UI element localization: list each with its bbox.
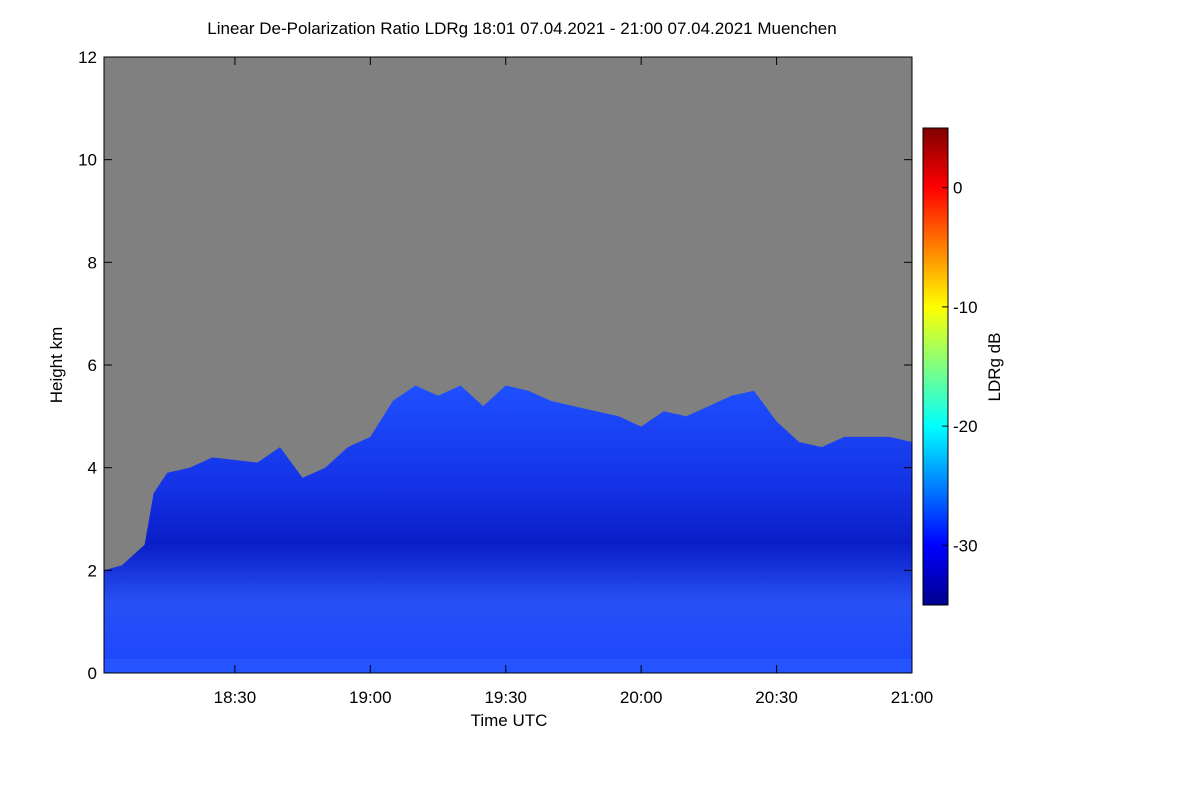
- x-tick-label: 19:00: [349, 688, 392, 707]
- chart-title: Linear De-Polarization Ratio LDRg 18:01 …: [207, 19, 836, 38]
- x-tick-label: 21:00: [891, 688, 934, 707]
- y-tick-label: 2: [88, 561, 97, 580]
- x-tick-label: 19:30: [484, 688, 527, 707]
- x-tick-label: 20:00: [620, 688, 663, 707]
- colorbar-label: LDRg dB: [985, 333, 1004, 402]
- echo-area: [104, 385, 912, 673]
- x-tick-label: 18:30: [214, 688, 257, 707]
- colorbar-tick-label: -20: [953, 417, 978, 436]
- y-tick-label: 8: [88, 253, 97, 272]
- y-tick-label: 0: [88, 664, 97, 683]
- surface-band: [104, 659, 912, 673]
- colorbar: [922, 127, 949, 606]
- x-axis-label: Time UTC: [471, 711, 548, 730]
- y-tick-label: 6: [88, 356, 97, 375]
- colorbar-tick-label: 0: [953, 179, 962, 198]
- colorbar-tick-label: -30: [953, 536, 978, 555]
- y-tick-label: 4: [88, 459, 97, 478]
- x-tick-label: 20:30: [755, 688, 798, 707]
- y-tick-label: 10: [78, 151, 97, 170]
- colorbar-tick-label: -10: [953, 298, 978, 317]
- y-axis-label: Height km: [47, 327, 66, 404]
- y-tick-label: 12: [78, 48, 97, 67]
